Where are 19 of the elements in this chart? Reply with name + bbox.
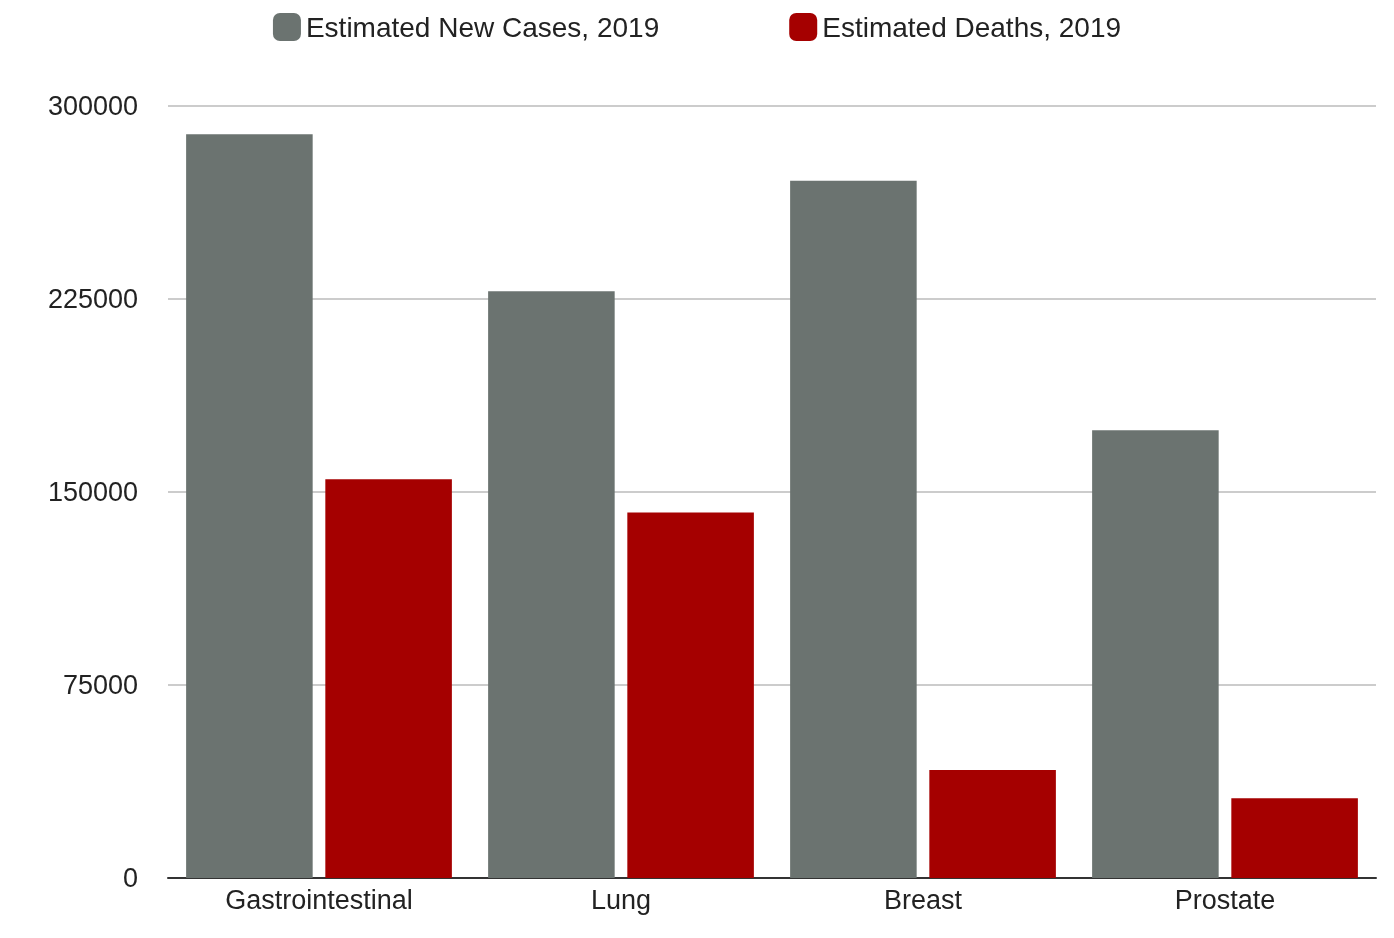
bar bbox=[929, 769, 1056, 878]
x-tick-label: Breast bbox=[883, 884, 963, 915]
bar bbox=[325, 479, 452, 878]
x-tick-label: Gastrointestinal bbox=[225, 884, 413, 915]
y-tick-label: 225000 bbox=[47, 284, 138, 314]
x-tick-label: Lung bbox=[590, 884, 652, 915]
y-tick-label: 0 bbox=[122, 863, 138, 893]
bar bbox=[1092, 430, 1219, 878]
bar bbox=[1231, 798, 1358, 878]
y-tick-label: 150000 bbox=[47, 477, 138, 507]
legend-label: Estimated New Cases, 2019 bbox=[305, 11, 660, 43]
bar bbox=[627, 512, 754, 878]
bar bbox=[186, 134, 313, 878]
y-tick-label: 75000 bbox=[62, 670, 138, 700]
x-tick-label: Prostate bbox=[1174, 884, 1276, 915]
bar bbox=[488, 291, 615, 878]
bar bbox=[790, 180, 917, 878]
legend-label: Estimated Deaths, 2019 bbox=[822, 11, 1122, 43]
y-tick-label: 300000 bbox=[47, 91, 138, 121]
